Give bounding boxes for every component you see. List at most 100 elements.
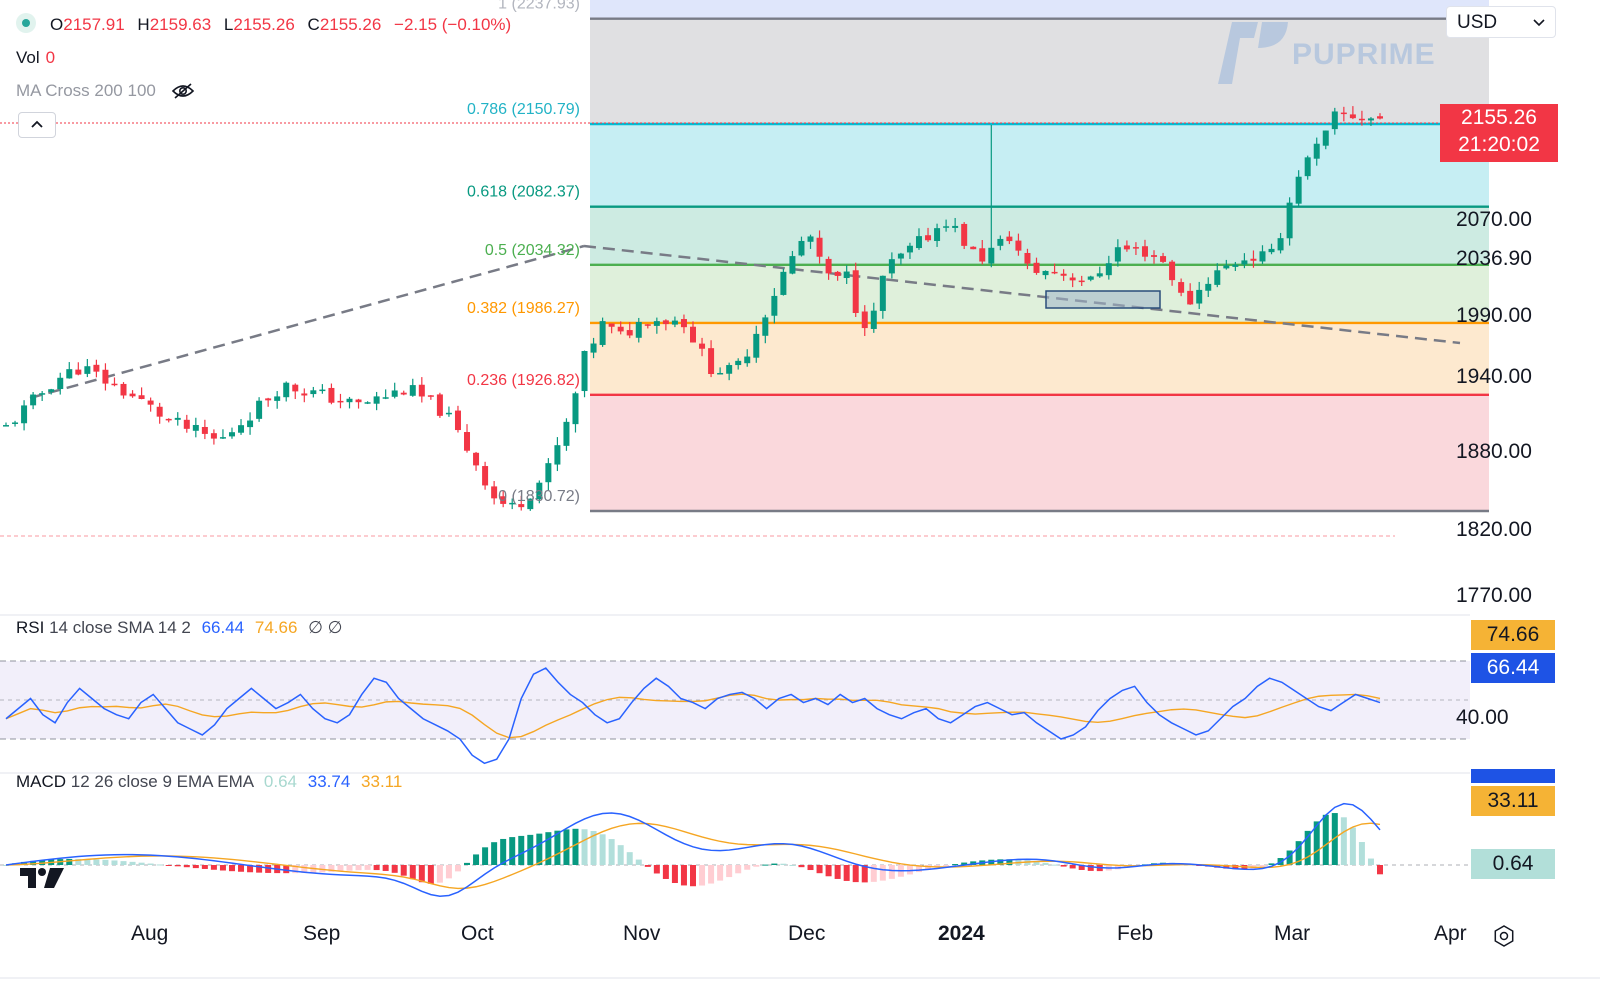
- macd-signal-value: 33.11: [361, 772, 403, 791]
- candle-body: [626, 330, 633, 336]
- candle-body: [1349, 114, 1356, 119]
- macd-histogram-bar: [843, 865, 850, 881]
- candle-body: [473, 452, 480, 466]
- candle-body: [934, 228, 941, 241]
- candle-body: [545, 463, 552, 483]
- rsi-pane: [0, 660, 1470, 765]
- low-value: 2155.26: [233, 15, 295, 34]
- candle-body: [572, 393, 579, 425]
- macd-histogram-bar: [238, 865, 245, 872]
- candle-body: [717, 372, 724, 375]
- macd-histogram-bar: [943, 865, 950, 866]
- rsi-params: 14 close SMA 14 2: [49, 618, 191, 637]
- candle-body: [418, 384, 425, 397]
- macd-histogram-bar: [653, 865, 660, 874]
- macd-histogram-bar: [952, 864, 959, 866]
- candle-body: [48, 389, 55, 392]
- candle-body: [617, 326, 624, 332]
- candle-body: [427, 395, 434, 397]
- collapse-legend-button[interactable]: [18, 112, 56, 138]
- change-value: −2.15 (−0.10%): [394, 15, 512, 34]
- candle-body: [762, 317, 769, 336]
- candle-body: [66, 369, 73, 379]
- rsi-sma-value: 74.66: [254, 618, 298, 637]
- candle-body: [1015, 240, 1022, 251]
- macd-histogram-bar: [599, 834, 606, 865]
- candle-body: [1069, 277, 1076, 281]
- macd-histogram-bar: [247, 865, 254, 873]
- candle-body: [3, 425, 9, 427]
- macd-histogram-bar: [762, 864, 769, 866]
- macd-histogram-bar: [427, 865, 434, 884]
- macd-histogram-bar: [346, 865, 353, 871]
- candle-body: [1241, 260, 1248, 265]
- candle-body: [1105, 263, 1112, 276]
- candle-body: [274, 396, 281, 401]
- settings-icon[interactable]: [1492, 924, 1516, 953]
- rsi-label: RSI: [16, 618, 45, 637]
- candle-body: [1160, 256, 1167, 262]
- ma-cross-legend[interactable]: MA Cross 200 100: [16, 81, 195, 105]
- currency-select[interactable]: USD: [1446, 6, 1556, 38]
- open-label: O: [50, 15, 64, 34]
- macd-histogram-bar: [102, 859, 109, 865]
- tradingview-logo-icon[interactable]: [20, 866, 64, 895]
- candle-body: [75, 369, 82, 375]
- rsi-sma-line: [5, 693, 1381, 739]
- candle-body: [852, 270, 859, 313]
- macd-histogram-bar: [1033, 861, 1040, 865]
- candle-body: [102, 369, 109, 384]
- candle-body: [328, 387, 335, 403]
- macd-histogram-bar: [1340, 817, 1347, 865]
- macd-histogram-bar: [491, 842, 498, 865]
- candle-body: [256, 400, 263, 419]
- candle-body: [1087, 276, 1094, 280]
- candle-body: [1114, 247, 1121, 262]
- macd-histogram-bar: [1304, 830, 1311, 865]
- macd-histogram-bar: [554, 830, 561, 865]
- candle-body: [57, 377, 64, 390]
- macd-histogram-bar: [84, 859, 91, 865]
- fib-zone: [590, 124, 1489, 207]
- candle-body: [364, 402, 371, 404]
- macd-histogram-bar: [228, 865, 235, 872]
- candle-body: [500, 496, 507, 504]
- candle-body: [1187, 290, 1194, 305]
- candle-body: [1033, 262, 1040, 273]
- macd-histogram-bar: [1313, 821, 1320, 865]
- macd-histogram-bar: [1087, 865, 1094, 871]
- macd-histogram-bar: [210, 865, 217, 870]
- candle-body: [1250, 258, 1257, 261]
- candle-body: [952, 225, 959, 228]
- candlesticks: [3, 106, 1383, 511]
- candle-body: [581, 351, 588, 392]
- candle-body: [843, 271, 850, 279]
- candle-body: [1132, 247, 1139, 249]
- macd-histogram-bar: [834, 865, 841, 879]
- candle-body: [943, 226, 950, 228]
- candle-body: [915, 236, 922, 249]
- puprime-logo-icon: [1218, 22, 1288, 84]
- candle-body: [482, 466, 489, 486]
- rsi-legend[interactable]: RSI 14 close SMA 14 2 66.44 74.66 ∅ ∅: [16, 618, 342, 638]
- consolidation-box: [1045, 290, 1161, 309]
- visibility-off-icon[interactable]: [171, 82, 195, 105]
- macd-histogram-bar: [337, 865, 344, 872]
- macd-histogram-bar: [1042, 862, 1049, 865]
- ma-cross-label: MA Cross 200 100: [16, 81, 156, 100]
- candle-body: [1232, 264, 1239, 267]
- macd-histogram-bar: [1078, 865, 1085, 870]
- candle-body: [1042, 270, 1049, 276]
- volume-legend[interactable]: Vol 0: [16, 48, 55, 68]
- macd-histogram-bar: [1006, 859, 1013, 865]
- candle-body: [12, 422, 19, 424]
- macd-legend[interactable]: MACD 12 26 close 9 EMA EMA 0.64 33.74 33…: [16, 772, 402, 792]
- fib-level-label: 0 (1830.72): [498, 488, 580, 505]
- candle-body: [165, 418, 172, 421]
- candle-body: [21, 405, 28, 424]
- price-tick: 1880.00: [1456, 440, 1532, 463]
- candle-body: [635, 321, 642, 338]
- macd-histogram-bar: [527, 834, 534, 865]
- candle-body: [979, 248, 986, 262]
